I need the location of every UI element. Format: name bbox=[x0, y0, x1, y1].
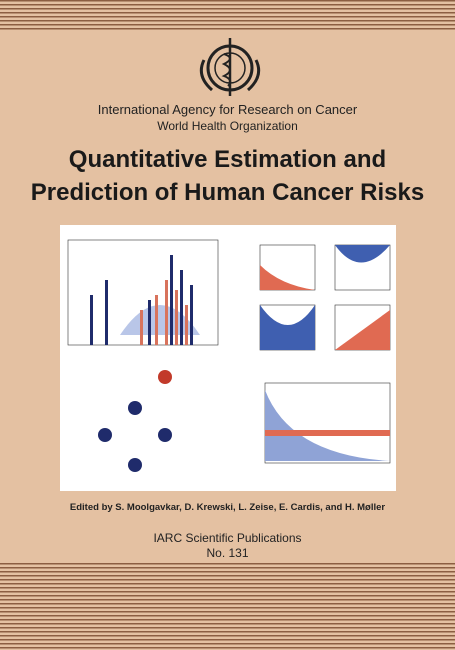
who-logo bbox=[199, 38, 261, 96]
top-stripes bbox=[0, 0, 455, 30]
bottom-stripes bbox=[0, 563, 455, 650]
title-line: Quantitative Estimation and bbox=[68, 146, 387, 173]
editors: Edited by S. Moolgavkar, D. Krewski, L. … bbox=[69, 502, 386, 513]
series-name: IARC Scientific Publications bbox=[153, 531, 302, 545]
organization: International Agency for Research on Can… bbox=[97, 102, 358, 117]
series-number: No. 131 bbox=[206, 546, 249, 560]
figure-panel bbox=[60, 225, 396, 491]
parent-organization: World Health Organization bbox=[157, 119, 298, 133]
title-line: Prediction of Human Cancer Risks bbox=[30, 179, 425, 206]
cover-figures bbox=[67, 239, 391, 472]
